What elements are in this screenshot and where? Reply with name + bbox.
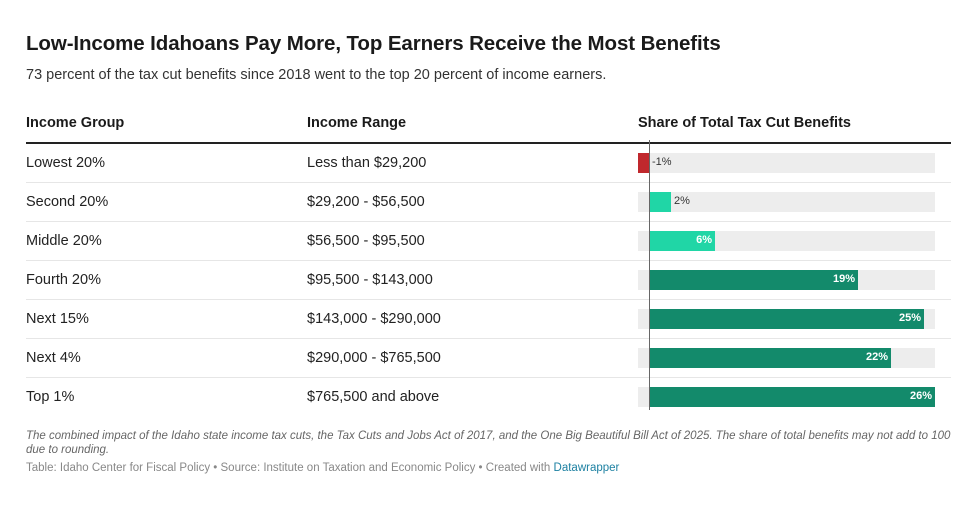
bar-track: 22%	[638, 348, 935, 368]
bar-track: 2%	[638, 192, 935, 212]
share-value-label: 26%	[909, 390, 932, 402]
income-range-cell: $29,200 - $56,500	[307, 194, 425, 210]
table-row: Top 1% $765,500 and above 26%	[26, 378, 951, 416]
table-header: Income Group Income Range Share of Total…	[26, 110, 951, 144]
bar-track: -1%	[638, 153, 935, 173]
chart-notes: The combined impact of the Idaho state i…	[26, 430, 951, 456]
table-body: Lowest 20% Less than $29,200 -1% Second 20%…	[26, 144, 951, 416]
income-range-cell: $56,500 - $95,500	[307, 233, 425, 249]
share-bar	[649, 231, 715, 251]
share-value-label: 19%	[832, 273, 855, 285]
share-value-label: 22%	[865, 351, 888, 363]
income-range-cell: $290,000 - $765,500	[307, 350, 441, 366]
income-range-cell: $765,500 and above	[307, 389, 440, 405]
share-value-label: 2%	[674, 195, 690, 207]
share-value-label: 25%	[898, 312, 921, 324]
bar-track: 6%	[638, 231, 935, 251]
footer-credits: Table: Idaho Center for Fiscal Policy • …	[26, 462, 554, 474]
share-bar	[649, 348, 891, 368]
income-range-cell: Less than $29,200	[307, 155, 427, 171]
table-row: Middle 20% $56,500 - $95,500 6%	[26, 222, 951, 261]
income-group-cell: Middle 20%	[26, 233, 102, 249]
income-group-cell: Second 20%	[26, 194, 109, 210]
income-group-cell: Fourth 20%	[26, 272, 101, 288]
chart-title: Low-Income Idahoans Pay More, Top Earner…	[26, 32, 721, 55]
table-row: Next 15% $143,000 - $290,000 25%	[26, 300, 951, 339]
share-bar	[649, 309, 924, 329]
income-group-cell: Lowest 20%	[26, 155, 105, 171]
income-group-cell: Top 1%	[26, 389, 75, 405]
share-value-label: -1%	[652, 156, 672, 168]
chart-footer: Table: Idaho Center for Fiscal Policy • …	[26, 462, 619, 474]
share-bar	[649, 387, 935, 407]
data-table: Income Group Income Range Share of Total…	[26, 110, 951, 416]
table-row: Lowest 20% Less than $29,200 -1%	[26, 144, 951, 183]
column-header-income-group[interactable]: Income Group	[26, 115, 125, 131]
income-group-cell: Next 4%	[26, 350, 81, 366]
column-header-share[interactable]: Share of Total Tax Cut Benefits	[638, 115, 851, 131]
income-group-cell: Next 15%	[26, 311, 89, 327]
bar-track: 25%	[638, 309, 935, 329]
chart-subtitle: 73 percent of the tax cut benefits since…	[26, 67, 607, 83]
share-bar	[638, 153, 649, 173]
column-header-income-range[interactable]: Income Range	[307, 115, 407, 131]
share-bar	[649, 270, 858, 290]
bar-track: 19%	[638, 270, 935, 290]
share-value-label: 6%	[696, 234, 712, 246]
income-range-cell: $95,500 - $143,000	[307, 272, 433, 288]
bar-track: 26%	[638, 387, 935, 407]
datawrapper-link[interactable]: Datawrapper	[553, 462, 620, 474]
share-bar	[649, 192, 671, 212]
income-range-cell: $143,000 - $290,000	[307, 311, 441, 327]
table-row: Next 4% $290,000 - $765,500 22%	[26, 339, 951, 378]
table-row: Fourth 20% $95,500 - $143,000 19%	[26, 261, 951, 300]
table-row: Second 20% $29,200 - $56,500 2%	[26, 183, 951, 222]
zero-line	[649, 140, 650, 410]
